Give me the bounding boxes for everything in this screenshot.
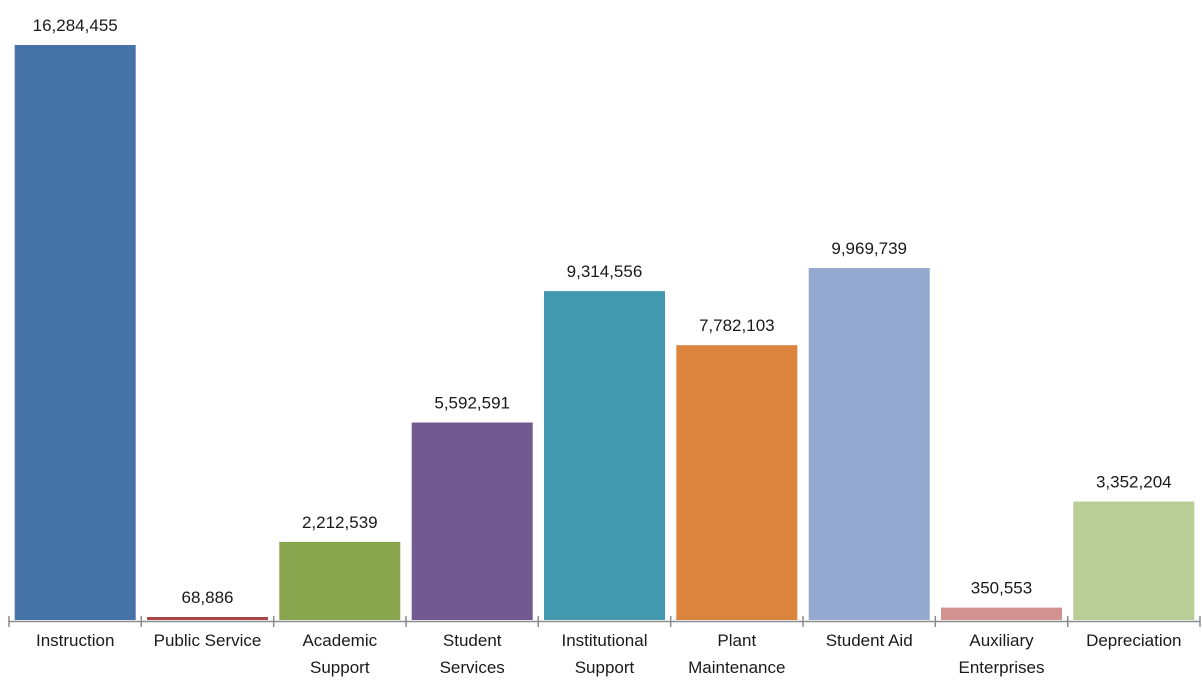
value-label-8: 3,352,204 bbox=[1096, 473, 1172, 492]
tick-label-line: Student Aid bbox=[826, 631, 913, 650]
bar-0 bbox=[14, 45, 136, 620]
value-label-7: 350,553 bbox=[971, 579, 1032, 598]
tick-label-line: Maintenance bbox=[688, 658, 785, 677]
tick-label-line: Support bbox=[575, 658, 635, 677]
tick-label-line: Enterprises bbox=[959, 658, 1045, 677]
bar-7 bbox=[941, 607, 1062, 620]
tick-label-line: Depreciation bbox=[1086, 631, 1181, 650]
value-label-1: 68,886 bbox=[182, 588, 234, 607]
bar-3 bbox=[411, 422, 533, 620]
value-label-4: 9,314,556 bbox=[567, 262, 643, 281]
tick-label-line: Student bbox=[443, 631, 502, 650]
tick-label-0: Instruction bbox=[36, 631, 114, 650]
bar-8 bbox=[1073, 501, 1195, 620]
tick-label-7: Auxiliary Enterprises bbox=[959, 631, 1045, 677]
tick-label-line: Academic bbox=[302, 631, 377, 650]
tick-label-line: Plant bbox=[717, 631, 756, 650]
value-labels-group: 16,284,455 68,886 2,212,539 5,592,591 9,314,… bbox=[33, 16, 1172, 607]
bar-5 bbox=[676, 345, 798, 620]
tick-label-line: Support bbox=[310, 658, 370, 677]
value-label-5: 7,782,103 bbox=[699, 316, 775, 335]
bar-4 bbox=[544, 291, 665, 620]
tick-label-line: Services bbox=[440, 658, 505, 677]
bar-6 bbox=[808, 268, 930, 620]
bar-2 bbox=[279, 541, 401, 620]
bar-1 bbox=[147, 617, 268, 620]
tick-label-6: Student Aid bbox=[826, 631, 913, 650]
value-label-6: 9,969,739 bbox=[831, 239, 907, 258]
tick-label-2: Academic Support bbox=[302, 631, 377, 677]
tick-label-4: Institutional Support bbox=[562, 631, 648, 677]
tick-label-line: Institutional bbox=[562, 631, 648, 650]
tick-label-line: Public Service bbox=[154, 631, 262, 650]
tick-label-line: Instruction bbox=[36, 631, 114, 650]
tick-label-5: Plant Maintenance bbox=[688, 631, 785, 677]
tick-label-8: Depreciation bbox=[1086, 631, 1181, 650]
value-label-2: 2,212,539 bbox=[302, 513, 378, 532]
value-label-0: 16,284,455 bbox=[33, 16, 118, 35]
tick-labels-group: Instruction Public Service Academic Support… bbox=[36, 631, 1182, 677]
x-axis bbox=[8, 616, 1201, 627]
tick-label-1: Public Service bbox=[154, 631, 262, 650]
tick-label-3: Student Services bbox=[440, 631, 505, 677]
value-label-3: 5,592,591 bbox=[434, 394, 510, 413]
bars-group bbox=[14, 45, 1195, 620]
tick-label-line: Auxiliary bbox=[969, 631, 1034, 650]
